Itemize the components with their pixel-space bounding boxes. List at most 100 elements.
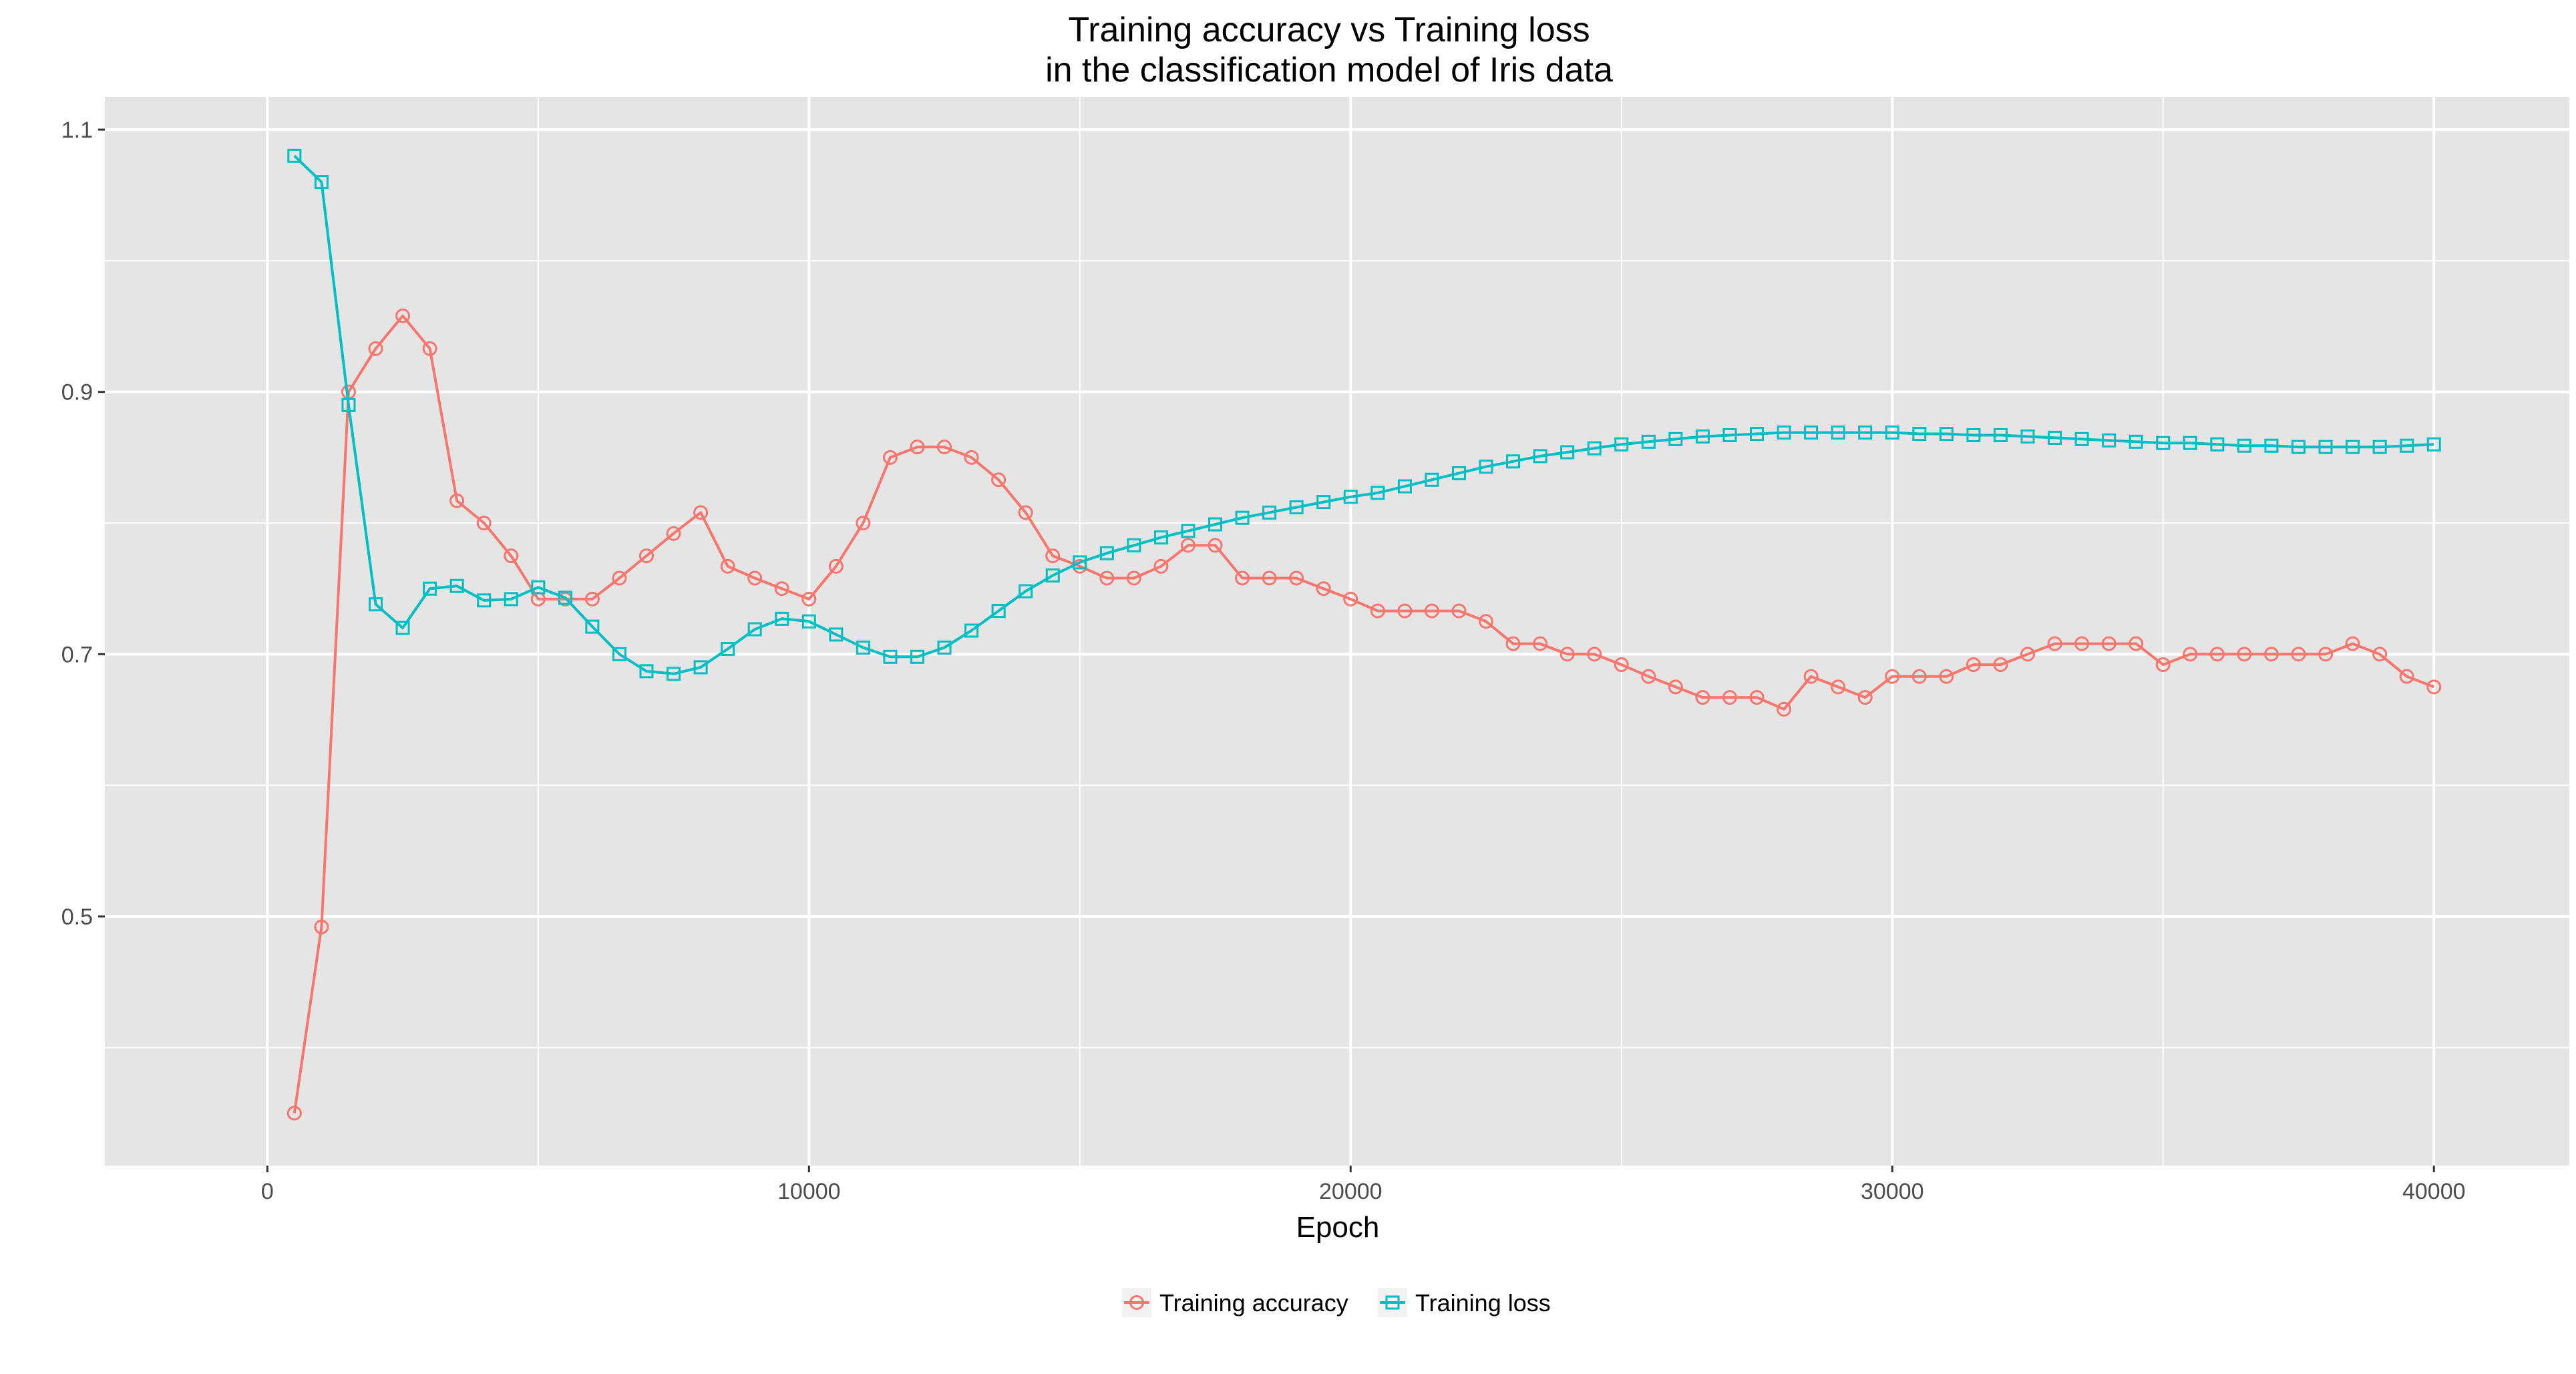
data-point	[612, 570, 627, 586]
data-point	[1668, 432, 1683, 446]
data-point	[1966, 657, 1981, 673]
data-point	[1370, 486, 1385, 500]
data-point	[1343, 591, 1358, 607]
data-point	[2346, 440, 2360, 454]
data-point	[1018, 505, 1033, 520]
data-point	[1451, 466, 1466, 480]
data-point	[314, 175, 329, 190]
data-point	[1153, 530, 1168, 545]
data-point	[1804, 425, 1819, 440]
x-tick-label: 10000	[777, 1179, 841, 1204]
data-point	[422, 341, 437, 356]
data-point	[1505, 636, 1521, 651]
data-point	[1045, 548, 1061, 564]
data-point	[1722, 428, 1737, 443]
legend-key-marker	[1385, 1295, 1400, 1310]
data-point	[2345, 636, 2360, 651]
data-point	[828, 558, 844, 574]
data-point	[1831, 425, 1845, 440]
data-point	[2264, 438, 2279, 453]
data-point	[395, 621, 410, 635]
series-line	[293, 154, 2434, 675]
y-tick-label: 0.5	[61, 904, 93, 930]
data-point	[2426, 679, 2442, 695]
data-point	[1316, 495, 1331, 510]
data-point	[1126, 570, 1141, 586]
data-point	[1099, 570, 1115, 586]
data-point	[1777, 701, 1792, 717]
data-point	[423, 581, 437, 596]
data-point	[2209, 647, 2225, 662]
data-point	[2183, 647, 2198, 662]
data-point	[1127, 538, 1141, 552]
data-point	[2318, 440, 2333, 454]
data-point	[2020, 429, 2035, 444]
data-point	[1289, 570, 1304, 586]
data-point	[287, 148, 302, 163]
y-tick-label: 0.7	[61, 642, 93, 667]
data-point	[1533, 636, 1548, 651]
data-point	[774, 581, 789, 596]
data-point	[2156, 436, 2171, 450]
data-point	[2372, 440, 2387, 454]
data-point	[368, 597, 383, 612]
data-point	[720, 558, 735, 574]
data-point	[1235, 510, 1250, 525]
data-point	[1180, 538, 1195, 553]
data-point	[991, 604, 1006, 619]
data-point	[747, 622, 762, 637]
data-point	[1153, 558, 1169, 574]
data-point	[856, 641, 870, 655]
data-point	[775, 611, 789, 626]
data-point	[910, 649, 924, 664]
legend: Training accuracy Training loss	[1122, 1288, 1551, 1317]
data-point	[1262, 505, 1277, 520]
data-point	[1750, 427, 1765, 442]
data-point	[829, 627, 844, 642]
data-point	[1560, 445, 1575, 460]
data-point	[2020, 647, 2036, 662]
data-point	[1479, 614, 1494, 629]
data-point	[2372, 647, 2388, 662]
data-point	[1208, 517, 1223, 532]
data-point	[341, 397, 356, 412]
data-point	[287, 1105, 302, 1121]
grid-minor	[105, 97, 2569, 1166]
data-point	[910, 440, 925, 455]
data-point	[2400, 438, 2414, 453]
data-point	[584, 591, 600, 607]
series-layer	[287, 148, 2442, 1121]
data-point	[1479, 460, 1493, 474]
data-point	[2237, 438, 2251, 453]
data-point	[1831, 679, 1846, 695]
data-point	[991, 472, 1006, 488]
data-point	[2129, 636, 2144, 651]
data-point	[504, 548, 519, 564]
data-point	[1208, 538, 1223, 553]
y-tick-label: 0.9	[61, 380, 93, 405]
data-point	[558, 590, 572, 605]
data-point	[2426, 437, 2441, 452]
data-point	[2291, 440, 2306, 454]
data-point	[1181, 524, 1195, 538]
data-point	[801, 591, 817, 607]
data-point	[612, 647, 626, 661]
data-point	[1587, 441, 1602, 456]
data-point	[882, 450, 898, 465]
data-point	[693, 660, 708, 675]
data-point	[1777, 425, 1791, 440]
data-point	[1073, 555, 1087, 570]
data-point	[1451, 603, 1467, 619]
chart-title-line-1: Training accuracy vs Training loss	[1068, 11, 1590, 49]
x-tick-label: 0	[261, 1179, 274, 1204]
chart-title-line-2: in the classification model of Iris data	[1045, 51, 1613, 90]
data-point	[1019, 584, 1033, 598]
data-point	[1506, 454, 1521, 469]
data-point	[1397, 603, 1413, 619]
grid-major	[105, 97, 2569, 1166]
x-tick-label: 40000	[2402, 1179, 2466, 1204]
data-point	[666, 526, 681, 541]
data-point	[1533, 449, 1547, 464]
data-point	[1614, 657, 1629, 673]
data-point	[964, 450, 979, 465]
